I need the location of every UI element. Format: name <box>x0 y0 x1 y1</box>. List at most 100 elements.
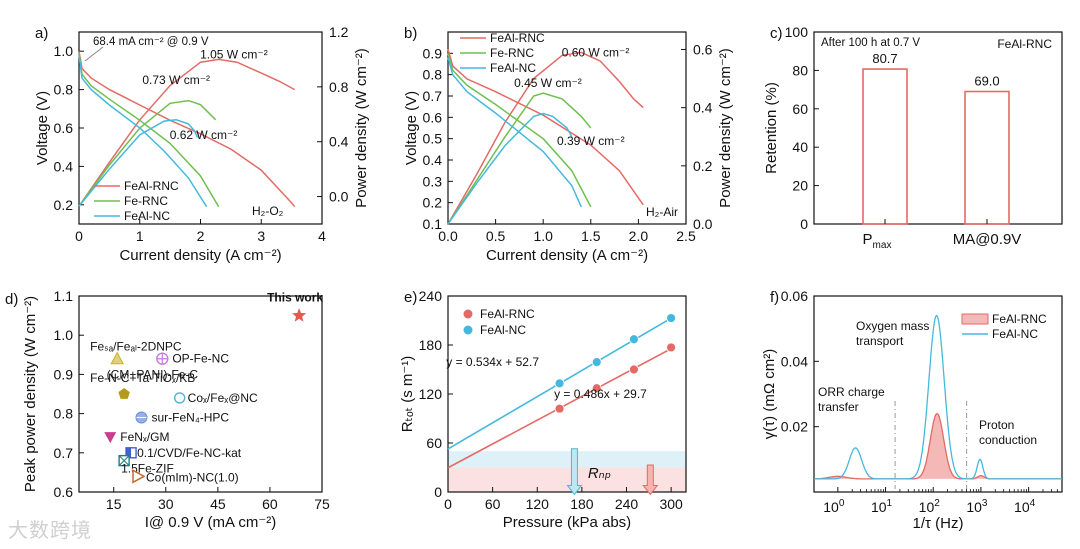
y-tick-label: 0.8 <box>54 406 74 422</box>
fit-equation: y = 0.486x + 29.7 <box>554 387 647 401</box>
marker-FeNₓ/GM <box>104 432 117 444</box>
panel-letter: b) <box>404 25 417 42</box>
band-rnp-cyan <box>448 451 686 468</box>
y2-tick-label: 0.6 <box>693 41 713 57</box>
y-tick-label: 40 <box>792 139 808 155</box>
y-tick-label: 0.4 <box>54 158 74 174</box>
y2-axis-label: Power density (W cm⁻²) <box>353 48 370 208</box>
data-point-FeAl-RNC <box>591 383 602 394</box>
x-tick-label: 104 <box>1014 498 1036 515</box>
watermark: 大数跨境 <box>8 518 92 542</box>
y-tick-label: 60 <box>792 101 808 117</box>
x-tick-label: 300 <box>659 496 683 512</box>
series-power-Fe-RNC <box>78 99 217 207</box>
sample-label: FeAl-RNC <box>997 37 1052 51</box>
x-tick-label: 1 <box>136 228 144 244</box>
y2-tick-label: 0.4 <box>693 100 713 116</box>
condition-label: H₂-O₂ <box>252 204 284 218</box>
top-annotation: 68.4 mA cm⁻² @ 0.9 V <box>93 36 209 48</box>
marker-Coₓ/Feₓ@NC <box>173 392 186 404</box>
x-axis-label: I@ 0.9 V (mA cm⁻²) <box>145 514 277 531</box>
rnp-label: Rₙₚ <box>588 465 611 482</box>
y-tick-label: 0.4 <box>423 152 443 168</box>
y-tick-label: 0.02 <box>781 419 808 435</box>
region-label: transfer <box>818 400 859 414</box>
data-point-FeAl-NC <box>591 357 602 368</box>
series-power-FeAl-NC <box>447 112 573 225</box>
peak-power-label: 0.45 W cm⁻² <box>514 76 582 90</box>
y-tick-label: 0.04 <box>781 353 808 369</box>
y-axis-label: γ(τ) (mΩ cm²) <box>761 349 778 439</box>
region-label: ORR charge <box>818 385 885 399</box>
y-tick-label: 0.6 <box>423 109 443 125</box>
series-power-FeAl-RNC <box>78 58 296 207</box>
x-tick-exponent: 0 <box>839 498 845 509</box>
condition-label: H₂-Air <box>646 205 678 219</box>
marker-Co(mIm)-NC(1.0) <box>132 469 146 484</box>
y-axis-label: Retention (%) <box>763 82 780 174</box>
panel-a: 0 1 2 3 4 0.2 0.4 0.6 0.8 1.0 0.0 0.4 0.8 1.2 a) Curren… <box>34 24 370 264</box>
arrow-cyan <box>566 448 583 496</box>
legend-entry: FeAl-RNC <box>124 179 179 193</box>
y-tick-label: 0.06 <box>781 288 808 304</box>
x-tick-label: 102 <box>919 498 941 515</box>
series-FeAl-NC <box>814 314 1062 480</box>
peak-power-label: 0.62 W cm⁻² <box>170 128 238 142</box>
x-tick-label: 75 <box>314 496 330 512</box>
y-tick-label: 0 <box>434 484 442 500</box>
x-tick-label: 1.5 <box>581 228 601 244</box>
y-tick-label: 0.9 <box>423 45 443 61</box>
y-tick-label: 100 <box>785 24 809 40</box>
data-point-FeAl-NC <box>629 334 639 345</box>
y-axis-label: Voltage (V) <box>403 91 420 165</box>
panel-letter: f) <box>770 289 779 306</box>
plot-frame <box>447 31 687 225</box>
panel-b: 0.0 0.5 1.0 1.5 2.0 2.5 0.1 0.2 0.3 0.4 0.5 0.6 0.7 0… <box>403 25 734 264</box>
bar-P <box>862 68 908 225</box>
data-point-FeAl-NC <box>554 378 565 389</box>
legend-entry: FeAl-NC <box>124 209 170 223</box>
y-tick-label: 0.7 <box>423 88 443 104</box>
panel-letter: e) <box>404 289 417 306</box>
x-tick-exponent: 2 <box>934 498 940 509</box>
x-tick-label: 45 <box>210 496 226 512</box>
series-polarization-FeAl-RNC <box>447 48 644 206</box>
point-label: Feₛₐ/Feₐₗ-2DNPC <box>90 340 182 354</box>
plot-frame <box>78 295 323 493</box>
marker-0.1/CVD/Fe-NC-kat-half <box>126 447 132 458</box>
y-tick-label: 0.8 <box>54 82 74 98</box>
y-tick-label: 0.6 <box>54 484 74 500</box>
x-tick-label: 180 <box>570 496 594 512</box>
category-subscript: max <box>873 240 892 251</box>
y2-tick-label: 0.8 <box>329 79 349 95</box>
y2-tick-label: 0.2 <box>693 158 713 174</box>
arrow-red <box>642 464 659 496</box>
y-tick-label: 1.1 <box>54 288 74 304</box>
point-label: This work <box>267 291 323 305</box>
bar-MA@0.9V <box>964 90 1010 225</box>
category-label: MA@0.9V <box>953 231 1022 248</box>
legend-swatch <box>961 313 989 325</box>
x-tick-exponent: 1 <box>887 498 893 509</box>
legend-entry: Fe-RNC <box>490 46 534 60</box>
point-label: 0.1/CVD/Fe-NC-kat <box>137 446 242 460</box>
x-tick-label: 120 <box>526 496 550 512</box>
bar-value-label: 69.0 <box>974 74 999 89</box>
y2-tick-label: 1.2 <box>329 24 349 40</box>
y-tick-label: 20 <box>792 178 808 194</box>
region-label: Proton <box>979 418 1014 432</box>
series-polarization-FeAl-NC <box>447 57 582 208</box>
x-tick-label: 101 <box>871 498 893 515</box>
plot-frame <box>813 295 1063 493</box>
data-point-FeAl-RNC <box>666 342 677 353</box>
data-point-FeAl-RNC <box>554 403 565 414</box>
peak-power-label: 0.39 W cm⁻² <box>557 134 625 148</box>
y-tick-label: 0.3 <box>423 173 443 189</box>
x-tick-label: 4 <box>318 228 326 244</box>
series-power-FeAl-NC <box>78 119 199 207</box>
x-tick-label: 240 <box>615 496 639 512</box>
y-tick-label: 0 <box>800 216 808 232</box>
peak-power-label: 0.73 W cm⁻² <box>142 73 210 87</box>
x-tick-label: 100 <box>823 498 845 515</box>
